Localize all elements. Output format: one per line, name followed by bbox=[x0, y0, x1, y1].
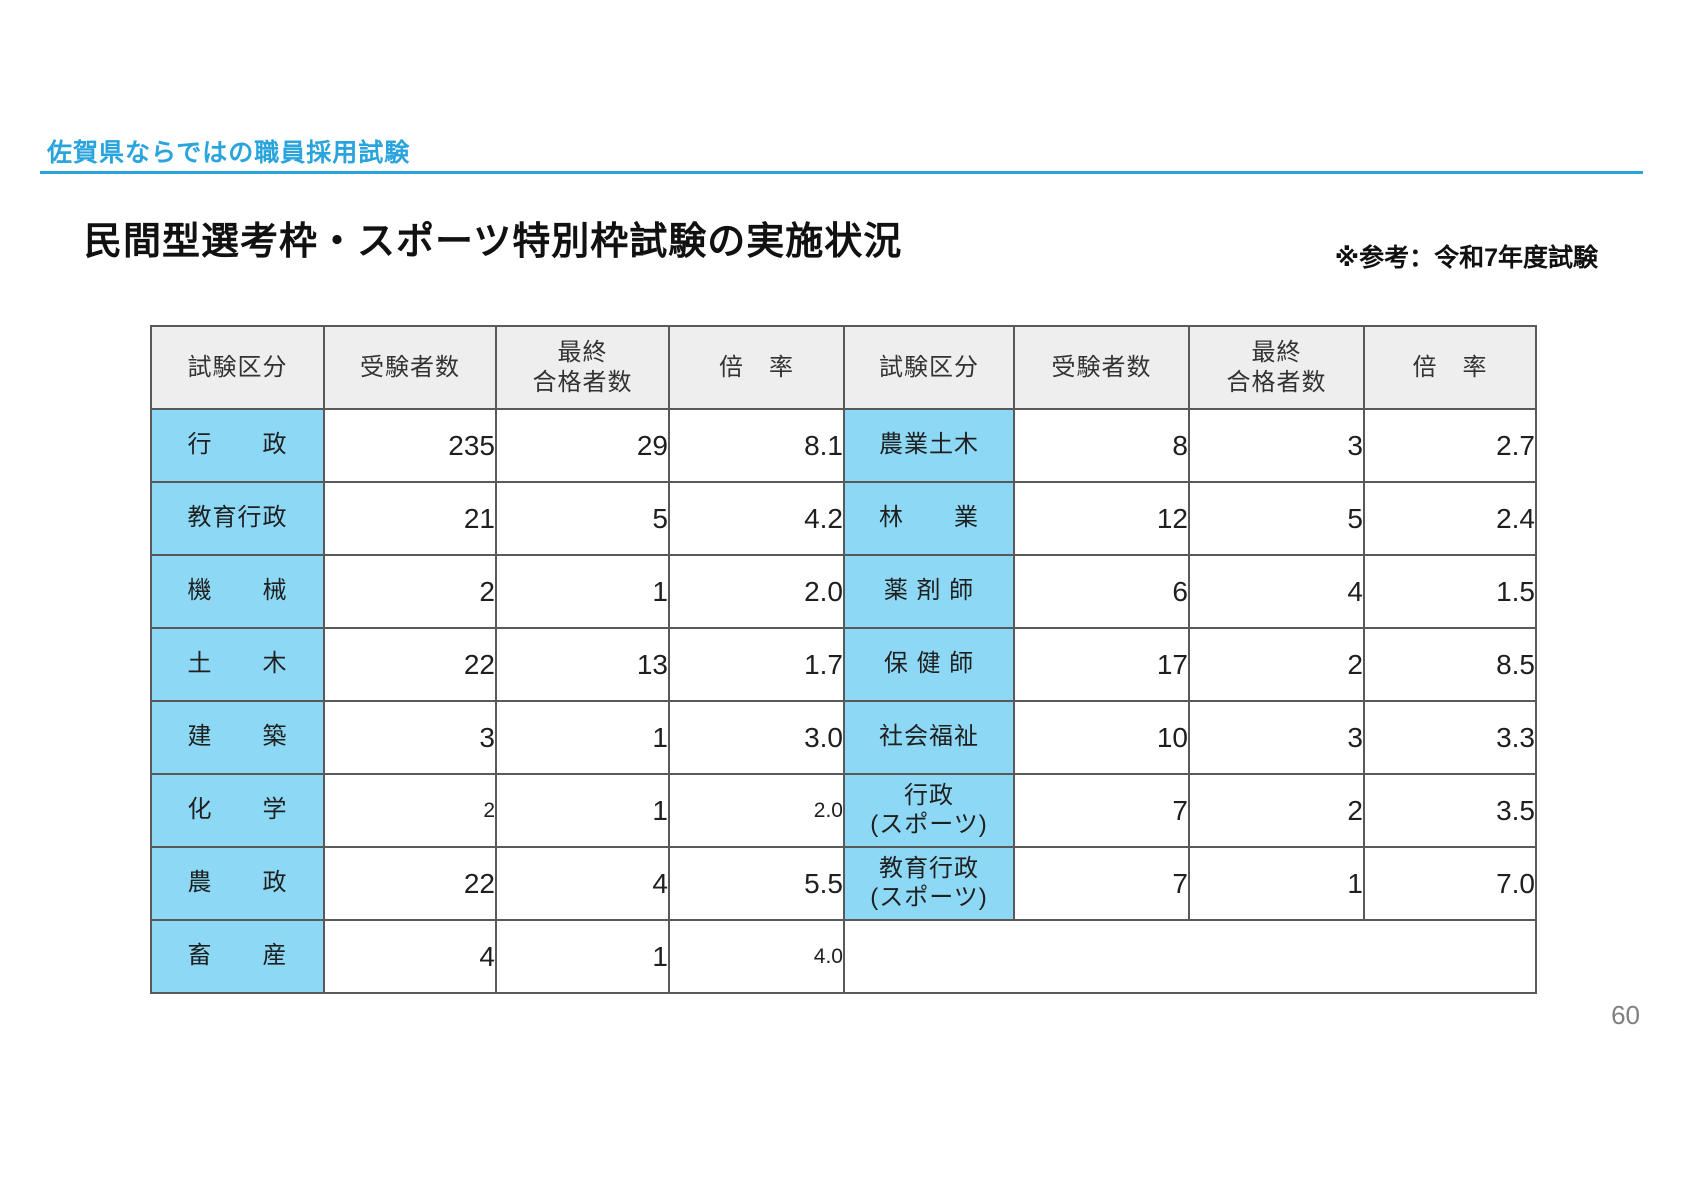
ratio-cell: 5.5 bbox=[668, 846, 845, 921]
passers-cell: 1 bbox=[495, 773, 670, 848]
passers-cell: 1 bbox=[495, 700, 670, 775]
ratio-cell: 3.3 bbox=[1363, 700, 1537, 775]
header-exam-category: 試験区分 bbox=[150, 325, 325, 410]
page-number: 60 bbox=[1611, 1000, 1640, 1030]
ratio-cell: 3.5 bbox=[1363, 773, 1537, 848]
applicants-cell: 2 bbox=[323, 773, 497, 848]
ratio-cell: 2.7 bbox=[1363, 408, 1537, 483]
exam-category-cell: 社会福祉 bbox=[843, 700, 1015, 775]
passers-cell: 2 bbox=[1188, 773, 1365, 848]
header-final-passers: 最終 合格者数 bbox=[1188, 325, 1365, 410]
applicants-cell: 7 bbox=[1013, 846, 1190, 921]
passers-cell: 3 bbox=[1188, 408, 1365, 483]
applicants-cell: 6 bbox=[1013, 554, 1190, 629]
ratio-cell: 1.7 bbox=[668, 627, 845, 702]
reference-note: ※参考：令和7年度試験 bbox=[1334, 244, 1598, 272]
exam-category-cell: 土 木 bbox=[150, 627, 325, 702]
section-heading: 佐賀県ならではの職員採用試験 bbox=[47, 139, 411, 167]
exam-category-cell: 化 学 bbox=[150, 773, 325, 848]
applicants-cell: 22 bbox=[323, 627, 497, 702]
header-applicants: 受験者数 bbox=[1013, 325, 1190, 410]
exam-category-cell: 農業土木 bbox=[843, 408, 1015, 483]
table-row: 畜 産 4 1 4.0 bbox=[150, 919, 1537, 994]
applicants-cell: 10 bbox=[1013, 700, 1190, 775]
exam-category-cell: 保 健 師 bbox=[843, 627, 1015, 702]
ratio-cell: 2.0 bbox=[668, 554, 845, 629]
table-row: 農 政 22 4 5.5 教育行政 (スポーツ) 7 1 7.0 bbox=[150, 846, 1537, 921]
passers-cell: 3 bbox=[1188, 700, 1365, 775]
passers-cell: 4 bbox=[1188, 554, 1365, 629]
exam-category-cell: 建 築 bbox=[150, 700, 325, 775]
section-divider bbox=[40, 171, 1643, 174]
applicants-cell: 4 bbox=[323, 919, 497, 994]
exam-category-cell: 農 政 bbox=[150, 846, 325, 921]
ratio-cell: 7.0 bbox=[1363, 846, 1537, 921]
ratio-cell: 1.5 bbox=[1363, 554, 1537, 629]
table-header-row: 試験区分 受験者数 最終 合格者数 倍 率 試験区分 受験者数 最終 合格者数 … bbox=[150, 325, 1537, 410]
applicants-cell: 12 bbox=[1013, 481, 1190, 556]
table-row: 教育行政 21 5 4.2 林 業 12 5 2.4 bbox=[150, 481, 1537, 556]
applicants-cell: 17 bbox=[1013, 627, 1190, 702]
ratio-cell: 2.0 bbox=[668, 773, 845, 848]
exam-category-cell: 教育行政 bbox=[150, 481, 325, 556]
exam-category-cell: 行政 (スポーツ) bbox=[843, 773, 1015, 848]
header-ratio: 倍 率 bbox=[668, 325, 845, 410]
ratio-cell: 8.1 bbox=[668, 408, 845, 483]
exam-category-cell: 教育行政 (スポーツ) bbox=[843, 846, 1015, 921]
passers-cell: 4 bbox=[495, 846, 670, 921]
page-title: 民間型選考枠・スポーツ特別枠試験の実施状況 bbox=[84, 221, 903, 263]
exam-category-cell: 機 械 bbox=[150, 554, 325, 629]
passers-cell: 13 bbox=[495, 627, 670, 702]
header-applicants: 受験者数 bbox=[323, 325, 497, 410]
ratio-cell: 8.5 bbox=[1363, 627, 1537, 702]
empty-merged-cell bbox=[843, 919, 1537, 994]
table-row: 行 政 235 29 8.1 農業土木 8 3 2.7 bbox=[150, 408, 1537, 483]
applicants-cell: 3 bbox=[323, 700, 497, 775]
ratio-cell: 2.4 bbox=[1363, 481, 1537, 556]
exam-category-cell: 畜 産 bbox=[150, 919, 325, 994]
applicants-cell: 7 bbox=[1013, 773, 1190, 848]
applicants-cell: 21 bbox=[323, 481, 497, 556]
applicants-cell: 22 bbox=[323, 846, 497, 921]
table-row: 機 械 2 1 2.0 薬 剤 師 6 4 1.5 bbox=[150, 554, 1537, 629]
passers-cell: 1 bbox=[495, 919, 670, 994]
header-exam-category: 試験区分 bbox=[843, 325, 1015, 410]
passers-cell: 2 bbox=[1188, 627, 1365, 702]
table-row: 土 木 22 13 1.7 保 健 師 17 2 8.5 bbox=[150, 627, 1537, 702]
passers-cell: 5 bbox=[495, 481, 670, 556]
applicants-cell: 2 bbox=[323, 554, 497, 629]
ratio-cell: 3.0 bbox=[668, 700, 845, 775]
exam-category-cell: 薬 剤 師 bbox=[843, 554, 1015, 629]
applicants-cell: 235 bbox=[323, 408, 497, 483]
table-row: 建 築 3 1 3.0 社会福祉 10 3 3.3 bbox=[150, 700, 1537, 775]
header-final-passers: 最終 合格者数 bbox=[495, 325, 670, 410]
exam-category-cell: 林 業 bbox=[843, 481, 1015, 556]
passers-cell: 5 bbox=[1188, 481, 1365, 556]
passers-cell: 1 bbox=[1188, 846, 1365, 921]
ratio-cell: 4.0 bbox=[668, 919, 845, 994]
applicants-cell: 8 bbox=[1013, 408, 1190, 483]
table-row: 化 学 2 1 2.0 行政 (スポーツ) 7 2 3.5 bbox=[150, 773, 1537, 848]
passers-cell: 29 bbox=[495, 408, 670, 483]
passers-cell: 1 bbox=[495, 554, 670, 629]
exam-results-table: 試験区分 受験者数 最終 合格者数 倍 率 試験区分 受験者数 最終 合格者数 … bbox=[150, 325, 1537, 994]
ratio-cell: 4.2 bbox=[668, 481, 845, 556]
header-ratio: 倍 率 bbox=[1363, 325, 1537, 410]
exam-category-cell: 行 政 bbox=[150, 408, 325, 483]
